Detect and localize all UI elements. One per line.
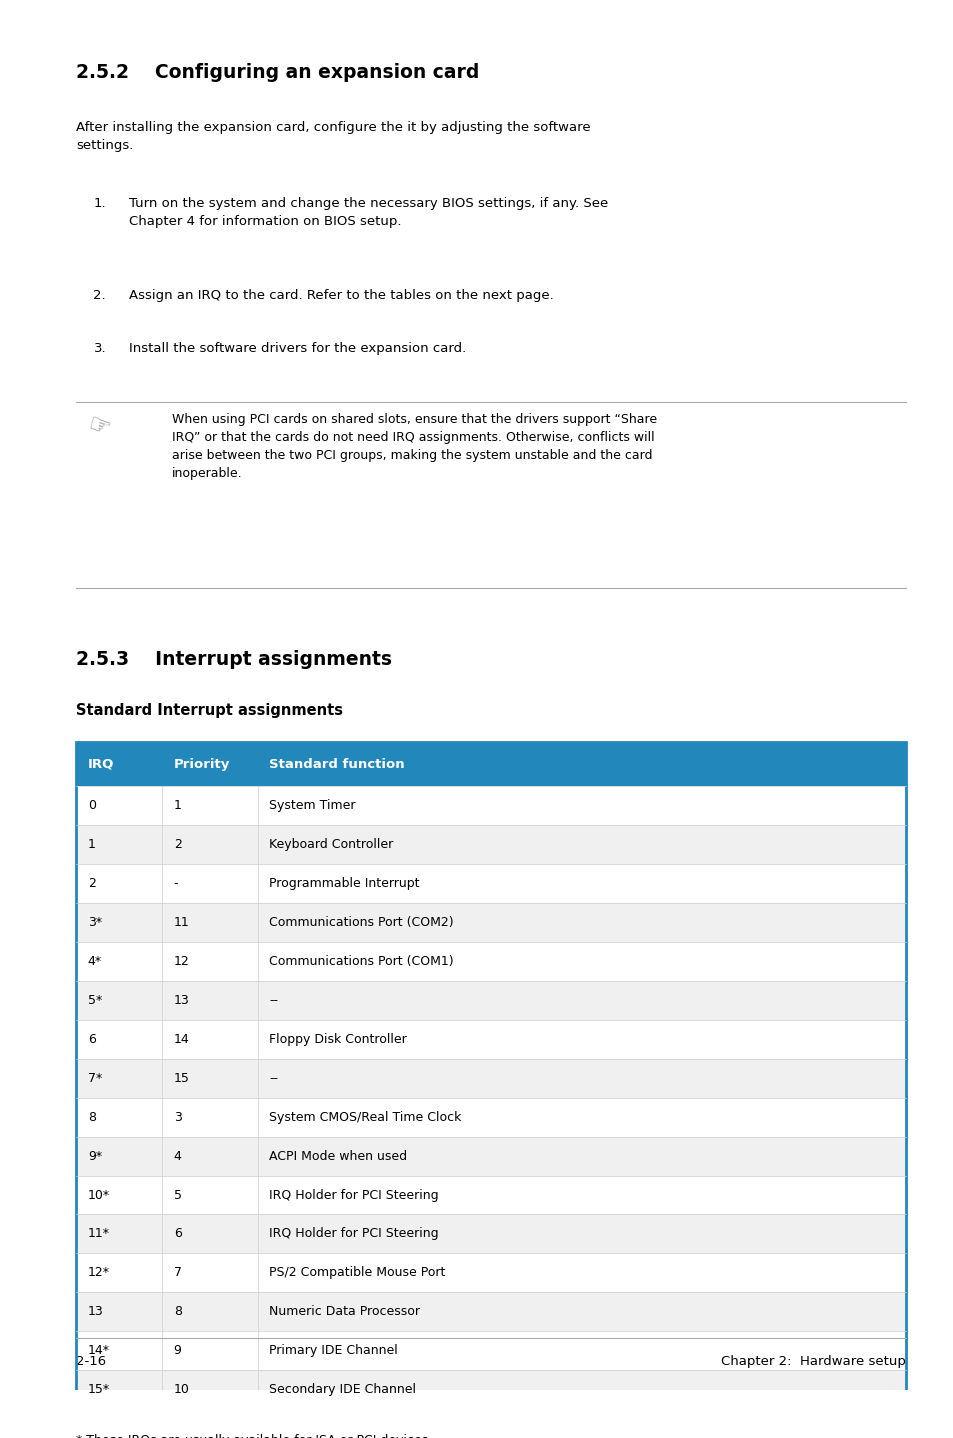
Text: After installing the expansion card, configure the it by adjusting the software
: After installing the expansion card, con… bbox=[76, 121, 590, 152]
Text: 9*: 9* bbox=[88, 1149, 102, 1162]
Text: Floppy Disk Controller: Floppy Disk Controller bbox=[269, 1032, 406, 1045]
Text: 2.: 2. bbox=[93, 289, 106, 302]
Bar bbox=[76, 1254, 905, 1293]
Text: 3*: 3* bbox=[88, 916, 102, 929]
Text: 3: 3 bbox=[173, 1110, 181, 1123]
Text: Standard Interrupt assignments: Standard Interrupt assignments bbox=[76, 703, 343, 718]
Text: 8: 8 bbox=[173, 1306, 181, 1319]
Text: Chapter 2:  Hardware setup: Chapter 2: Hardware setup bbox=[720, 1355, 905, 1368]
Bar bbox=[76, 1176, 905, 1215]
Text: 12: 12 bbox=[173, 955, 190, 968]
Text: ☞: ☞ bbox=[84, 413, 113, 443]
Bar bbox=[76, 742, 905, 787]
Text: 6: 6 bbox=[173, 1228, 181, 1241]
Text: 13: 13 bbox=[173, 994, 190, 1007]
Text: 14: 14 bbox=[173, 1032, 190, 1045]
Text: 2-16: 2-16 bbox=[76, 1355, 107, 1368]
Text: 1: 1 bbox=[173, 800, 181, 812]
Text: PS/2 Compatible Mouse Port: PS/2 Compatible Mouse Port bbox=[269, 1267, 445, 1280]
Bar bbox=[76, 1058, 905, 1097]
Text: Programmable Interrupt: Programmable Interrupt bbox=[269, 877, 419, 890]
Text: 7: 7 bbox=[173, 1267, 181, 1280]
Text: 6: 6 bbox=[88, 1032, 95, 1045]
Text: 10*: 10* bbox=[88, 1189, 110, 1202]
Text: System CMOS/Real Time Clock: System CMOS/Real Time Clock bbox=[269, 1110, 461, 1123]
Bar bbox=[76, 942, 905, 981]
Text: --: -- bbox=[269, 994, 277, 1007]
Text: 14*: 14* bbox=[88, 1345, 110, 1357]
Text: Numeric Data Processor: Numeric Data Processor bbox=[269, 1306, 419, 1319]
Text: 15*: 15* bbox=[88, 1383, 110, 1396]
Bar bbox=[76, 1332, 905, 1370]
Bar bbox=[76, 903, 905, 942]
Text: 11: 11 bbox=[173, 916, 190, 929]
Bar bbox=[76, 1020, 905, 1058]
Text: 2: 2 bbox=[88, 877, 95, 890]
Text: 13: 13 bbox=[88, 1306, 104, 1319]
Text: 7*: 7* bbox=[88, 1071, 102, 1084]
Text: --: -- bbox=[269, 1071, 277, 1084]
Text: ACPI Mode when used: ACPI Mode when used bbox=[269, 1149, 407, 1162]
Text: IRQ Holder for PCI Steering: IRQ Holder for PCI Steering bbox=[269, 1189, 438, 1202]
Bar bbox=[76, 1097, 905, 1136]
Text: 2.5.3    Interrupt assignments: 2.5.3 Interrupt assignments bbox=[76, 650, 392, 669]
Text: 9: 9 bbox=[173, 1345, 181, 1357]
Text: 10: 10 bbox=[173, 1383, 190, 1396]
Bar bbox=[76, 1136, 905, 1176]
Text: Primary IDE Channel: Primary IDE Channel bbox=[269, 1345, 397, 1357]
Text: When using PCI cards on shared slots, ensure that the drivers support “Share
IRQ: When using PCI cards on shared slots, en… bbox=[172, 413, 657, 480]
Bar bbox=[76, 825, 905, 864]
Text: Assign an IRQ to the card. Refer to the tables on the next page.: Assign an IRQ to the card. Refer to the … bbox=[129, 289, 553, 302]
Bar bbox=[76, 1215, 905, 1254]
Bar bbox=[76, 1293, 905, 1332]
Bar bbox=[76, 1370, 905, 1409]
Text: 1: 1 bbox=[88, 838, 95, 851]
Bar bbox=[76, 787, 905, 825]
Text: Communications Port (COM2): Communications Port (COM2) bbox=[269, 916, 454, 929]
Text: 2: 2 bbox=[173, 838, 181, 851]
Bar bbox=[76, 864, 905, 903]
Bar bbox=[76, 742, 905, 1409]
Text: Communications Port (COM1): Communications Port (COM1) bbox=[269, 955, 454, 968]
Text: Standard function: Standard function bbox=[269, 758, 404, 771]
Text: Install the software drivers for the expansion card.: Install the software drivers for the exp… bbox=[129, 342, 466, 355]
Text: 4*: 4* bbox=[88, 955, 102, 968]
Bar bbox=[76, 981, 905, 1020]
Text: Turn on the system and change the necessary BIOS settings, if any. See
Chapter 4: Turn on the system and change the necess… bbox=[129, 197, 607, 229]
Text: 15: 15 bbox=[173, 1071, 190, 1084]
Text: 11*: 11* bbox=[88, 1228, 110, 1241]
Text: 12*: 12* bbox=[88, 1267, 110, 1280]
Text: 2.5.2    Configuring an expansion card: 2.5.2 Configuring an expansion card bbox=[76, 62, 479, 82]
Text: 4: 4 bbox=[173, 1149, 181, 1162]
Text: 5*: 5* bbox=[88, 994, 102, 1007]
Text: -: - bbox=[173, 877, 178, 890]
Text: 5: 5 bbox=[173, 1189, 181, 1202]
Text: 3.: 3. bbox=[93, 342, 106, 355]
Text: 0: 0 bbox=[88, 800, 95, 812]
Text: 1.: 1. bbox=[93, 197, 106, 210]
Text: * These IRQs are usually available for ISA or PCI devices.: * These IRQs are usually available for I… bbox=[76, 1434, 432, 1438]
Text: 8: 8 bbox=[88, 1110, 95, 1123]
Text: System Timer: System Timer bbox=[269, 800, 355, 812]
Text: IRQ Holder for PCI Steering: IRQ Holder for PCI Steering bbox=[269, 1228, 438, 1241]
Text: Secondary IDE Channel: Secondary IDE Channel bbox=[269, 1383, 416, 1396]
Text: IRQ: IRQ bbox=[88, 758, 114, 771]
Text: Priority: Priority bbox=[173, 758, 230, 771]
Text: Keyboard Controller: Keyboard Controller bbox=[269, 838, 393, 851]
